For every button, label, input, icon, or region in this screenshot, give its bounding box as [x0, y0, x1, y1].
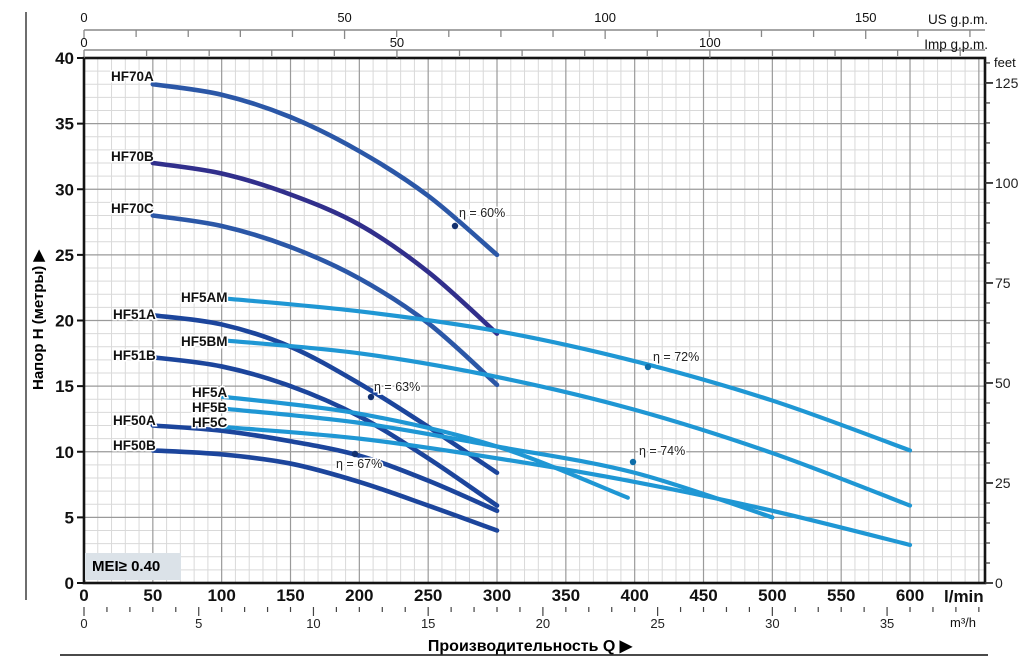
curve-label-HF5A: HF5A — [192, 385, 228, 400]
lmin-tick-label: 350 — [552, 586, 580, 605]
lmin-axis-label: l/min — [944, 587, 984, 606]
curve-label-HF70B: HF70B — [111, 149, 154, 164]
feet-tick-label: 25 — [995, 475, 1011, 491]
curve-HF50B — [150, 448, 500, 533]
meters-tick-label: 40 — [55, 49, 74, 68]
imp-gpm-tick-label: 100 — [699, 35, 721, 50]
imp-gpm-tick-label: 0 — [80, 35, 87, 50]
efficiency-label-4: η = 74% — [639, 444, 685, 458]
meters-tick-label: 5 — [65, 508, 74, 527]
page-left-border-line — [25, 12, 27, 600]
lmin-tick-label: 200 — [345, 586, 373, 605]
m3h-tick-label: 30 — [765, 616, 779, 631]
meters-tick-label: 30 — [55, 180, 74, 199]
m3h-tick-label: 25 — [650, 616, 664, 631]
imp-gpm-tick-label: 50 — [390, 35, 404, 50]
curve-label-HF70C: HF70C — [111, 201, 154, 216]
us-gpm-tick-label: 150 — [855, 10, 877, 25]
lmin-tick-label: 0 — [79, 586, 88, 605]
curve-HF70C — [150, 213, 500, 388]
us-gpm-tick-label: 50 — [337, 10, 351, 25]
efficiency-marker-0 — [451, 222, 459, 230]
us-gpm-axis-label: US g.p.m. — [927, 12, 988, 27]
lmin-tick-label: 400 — [620, 586, 648, 605]
us-gpm-tick-label: 100 — [594, 10, 616, 25]
meters-tick-label: 10 — [55, 443, 74, 462]
meters-tick-label: 15 — [55, 377, 74, 396]
curve-HF5C — [219, 424, 913, 548]
feet-tick-label: 50 — [995, 375, 1011, 391]
us-gpm-tick-label: 0 — [80, 10, 87, 25]
curve-HF50A — [150, 423, 500, 514]
lmin-tick-label: 100 — [207, 586, 235, 605]
curve-HF5AM — [219, 296, 913, 453]
curve-label-HF5AM: HF5AM — [181, 290, 228, 305]
lmin-tick-label: 150 — [276, 586, 304, 605]
curve-HF5B — [219, 406, 775, 520]
mei-badge: MEI≥ 0.40 — [85, 553, 181, 580]
feet-tick-label: 125 — [995, 75, 1019, 91]
curve-label-HF5B: HF5B — [192, 400, 228, 415]
m3h-tick-label: 20 — [536, 616, 550, 631]
curve-label-HF50B: HF50B — [113, 438, 156, 453]
feet-tick-label: 100 — [995, 175, 1019, 191]
feet-axis-label: feet — [994, 55, 1016, 70]
curve-label-HF5C: HF5C — [192, 415, 228, 430]
curve-HF5BM — [219, 338, 913, 508]
curve-label-HF70A: HF70A — [111, 69, 154, 84]
efficiency-label-1: η = 72% — [653, 350, 699, 364]
curve-label-HF51A: HF51A — [113, 307, 156, 322]
m3h-tick-label: 35 — [880, 616, 894, 631]
curve-label-HF50A: HF50A — [113, 413, 156, 428]
lmin-tick-label: 550 — [827, 586, 855, 605]
lmin-tick-label: 50 — [143, 586, 162, 605]
meters-tick-label: 0 — [65, 574, 74, 593]
lmin-tick-label: 300 — [483, 586, 511, 605]
curve-label-HF51B: HF51B — [113, 348, 156, 363]
lmin-tick-label: 500 — [758, 586, 786, 605]
feet-tick-label: 0 — [995, 575, 1003, 591]
meters-tick-label: 35 — [55, 115, 74, 134]
lmin-tick-label: 600 — [896, 586, 924, 605]
feet-tick-label: 75 — [995, 275, 1011, 291]
m3h-tick-label: 5 — [195, 616, 202, 631]
meters-tick-label: 25 — [55, 246, 74, 265]
m3h-tick-label: 10 — [306, 616, 320, 631]
page-bottom-rule — [60, 654, 988, 656]
imp-gpm-axis-label: Imp g.p.m. — [924, 37, 988, 52]
curve-HF70A — [150, 81, 500, 258]
lmin-tick-label: 450 — [689, 586, 717, 605]
efficiency-marker-2 — [367, 393, 375, 401]
efficiency-label-3: η = 67% — [336, 457, 382, 471]
meters-tick-label: 20 — [55, 312, 74, 331]
m3h-tick-label: 15 — [421, 616, 435, 631]
efficiency-marker-1 — [644, 363, 652, 371]
curve-label-HF5BM: HF5BM — [181, 334, 228, 349]
curve-HF51B — [150, 354, 500, 508]
m3h-axis-label: m³/h — [950, 615, 976, 630]
curve-HF70B — [150, 160, 500, 336]
efficiency-marker-3 — [351, 450, 359, 458]
efficiency-marker-4 — [629, 458, 637, 466]
curve-HF5A — [219, 394, 630, 500]
x-axis-title: Производительность Q ▶ — [427, 638, 633, 655]
efficiency-label-0: η = 60% — [459, 206, 505, 220]
m3h-tick-label: 0 — [80, 616, 87, 631]
lmin-tick-label: 250 — [414, 586, 442, 605]
efficiency-label-2: η = 63% — [374, 380, 420, 394]
